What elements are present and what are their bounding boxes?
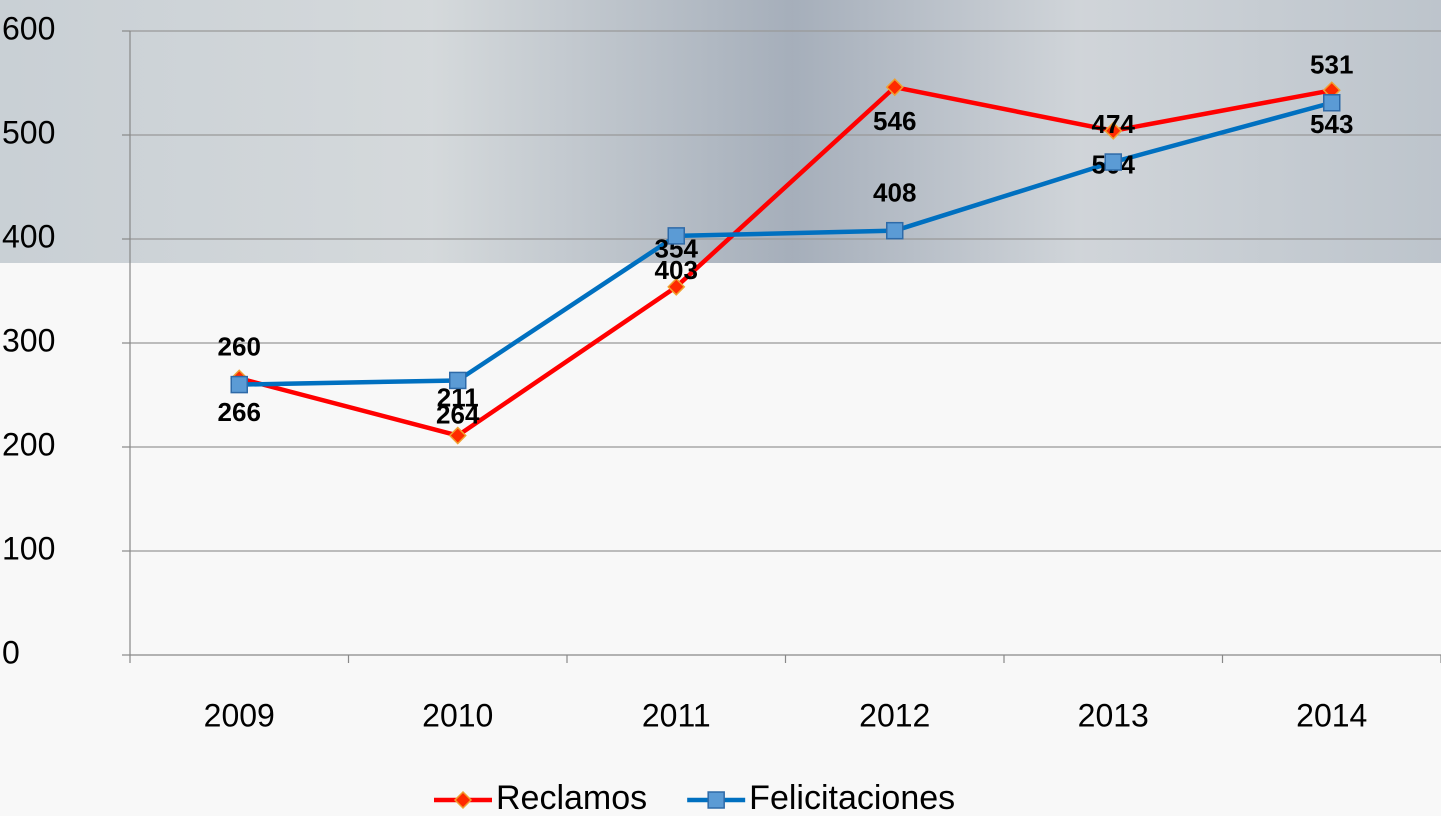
x-tick-label: 2010 [422, 697, 493, 733]
data-label: 260 [218, 331, 261, 361]
marker [667, 277, 686, 296]
data-label: 543 [1310, 109, 1353, 139]
data-label: 546 [873, 106, 916, 136]
marker [667, 227, 685, 245]
x-tick-label: 2009 [204, 697, 275, 733]
plot-area: 0 100 200 300 400 500 600 2009 2010 2011 2012 2013 2… [2, 10, 1441, 733]
data-label: 403 [655, 255, 698, 285]
y-tick-label: 200 [2, 426, 55, 462]
data-label: 531 [1310, 50, 1353, 80]
data-label: 474 [1092, 109, 1136, 139]
y-tick-label: 100 [2, 530, 55, 566]
x-tick-label: 2013 [1078, 697, 1149, 733]
marker [707, 791, 725, 809]
y-tick-label: 300 [2, 322, 55, 358]
marker [1104, 121, 1123, 140]
x-tick-label: 2012 [859, 697, 930, 733]
marker [885, 78, 904, 97]
legend-label: Reclamos [496, 779, 647, 816]
data-label: 408 [873, 178, 916, 208]
series-line [239, 100, 1333, 387]
marker [230, 375, 248, 394]
marker [1323, 94, 1341, 112]
y-tick-label: 400 [2, 218, 55, 254]
series-line [238, 84, 1333, 438]
y-tick-label: 600 [2, 10, 55, 46]
data-label: 264 [436, 399, 480, 429]
marker [886, 221, 904, 240]
y-tick-label: 0 [2, 634, 20, 670]
marker [1104, 153, 1122, 171]
marker [448, 426, 467, 445]
background-photo [0, 0, 1441, 263]
data-label: 266 [218, 397, 261, 427]
y-tick-label: 500 [2, 114, 55, 150]
legend: Reclamos Felicitaciones [434, 779, 955, 816]
marker [453, 790, 473, 810]
x-tick-label: 2014 [1296, 697, 1367, 733]
marker [449, 371, 467, 390]
x-tick-label: 2011 [642, 697, 711, 733]
legend-label: Felicitaciones [749, 779, 955, 816]
